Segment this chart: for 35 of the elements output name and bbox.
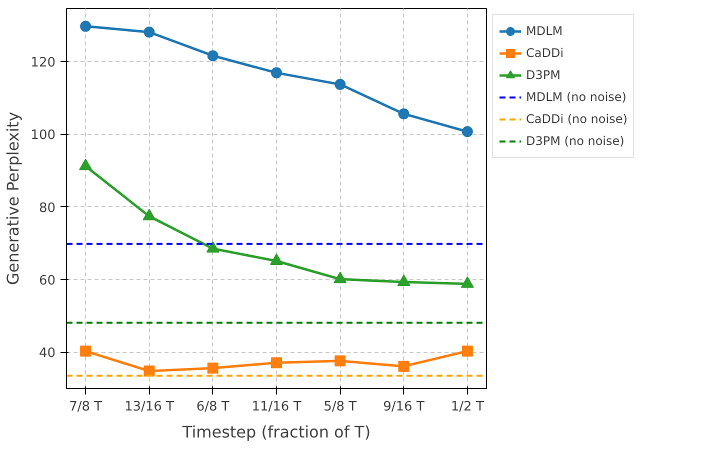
point xyxy=(271,67,282,78)
point xyxy=(80,346,92,357)
legend-label: MDLM (no noise) xyxy=(526,90,626,104)
y-tick-label: 120 xyxy=(30,56,56,71)
point xyxy=(334,78,346,90)
point xyxy=(80,20,92,32)
x-tick-label: 7/8 T xyxy=(69,400,102,414)
point xyxy=(207,362,218,374)
point xyxy=(271,357,282,368)
y-tick-label: 60 xyxy=(38,274,56,289)
legend-label: D3PM (no noise) xyxy=(526,134,624,148)
point xyxy=(398,108,410,120)
point xyxy=(462,346,473,357)
legend-label: CaDDi xyxy=(526,46,564,60)
point xyxy=(397,274,410,286)
y-axis-title: Generative Perplexity xyxy=(4,112,23,286)
x-tick-label: 13/16 T xyxy=(124,400,174,414)
y-tick-label: 40 xyxy=(38,346,56,362)
legend-label: MDLM xyxy=(526,24,563,38)
x-tick-label: 9/16 T xyxy=(383,400,424,414)
y-tick-label: 100 xyxy=(30,128,56,144)
x-tick-label: 6/8 T xyxy=(196,400,230,414)
point xyxy=(334,355,346,366)
legend-label: D3PM xyxy=(526,68,560,82)
point xyxy=(398,360,410,372)
point xyxy=(144,366,155,377)
point xyxy=(462,126,473,138)
y-tick-label: 80 xyxy=(38,200,56,216)
x-tick-label: 11/16 T xyxy=(252,400,302,414)
point xyxy=(207,50,218,62)
x-axis-title: Timestep (fraction of T) xyxy=(181,422,371,442)
point xyxy=(144,26,155,38)
x-tick-label: 1/2 T xyxy=(450,400,484,414)
x-tick-label: 5/8 T xyxy=(324,400,357,414)
legend-label: CaDDi (no noise) xyxy=(526,112,628,126)
